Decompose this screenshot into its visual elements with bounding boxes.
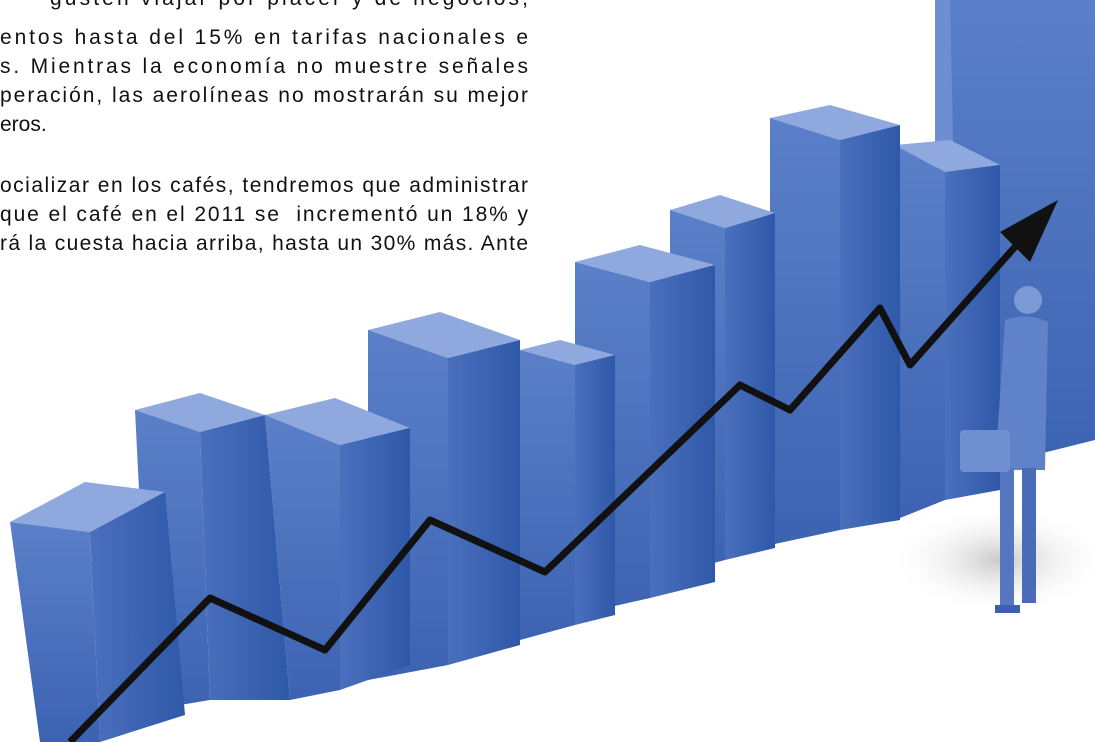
text-line: s. Mientras la economía no muestre señal… [0,55,528,78]
bar-shape [945,165,1000,500]
bar-shape [10,482,165,532]
bar-shape [368,312,520,358]
bar-shape [520,350,575,640]
arrow-head [1000,200,1058,262]
text-line: rá la cuesta hacia arriba, hasta un 30% … [0,232,528,255]
trend-arrow [67,227,1033,742]
bar-shape [770,118,840,545]
text-line: peración, las aerolíneas no mostrarán su… [0,84,528,107]
bar-shape [520,340,615,365]
bar-shape [448,340,520,665]
bar-shape [265,398,410,445]
bar-shape [340,428,410,690]
bar-shape [135,393,265,432]
figure [960,286,1048,613]
shadow [890,505,1095,615]
bar-shape [895,145,945,520]
text-line: que el café en el 2011 se incrementó un … [0,203,529,226]
bar-shape [650,265,715,598]
bar-shape [200,415,290,700]
bar-shape [575,245,715,282]
bar-shape [10,522,100,742]
text-line: ocializar en los cafés, tendremos que ad… [0,174,528,197]
bar-shape [575,355,615,625]
bar-shape [770,105,900,140]
bar-shape [895,140,1000,172]
text-line: eros. [0,113,47,136]
text-line: entos hasta del 15% en tarifas nacionale… [0,26,528,49]
bar-shape [670,195,775,228]
article-text: gusten viajar por placer y de negocios, … [0,0,529,255]
bar-shape [90,492,185,742]
text-line: gusten viajar por placer y de negocios, [50,0,528,10]
bar-shape [840,125,900,530]
illustration [10,0,1095,742]
